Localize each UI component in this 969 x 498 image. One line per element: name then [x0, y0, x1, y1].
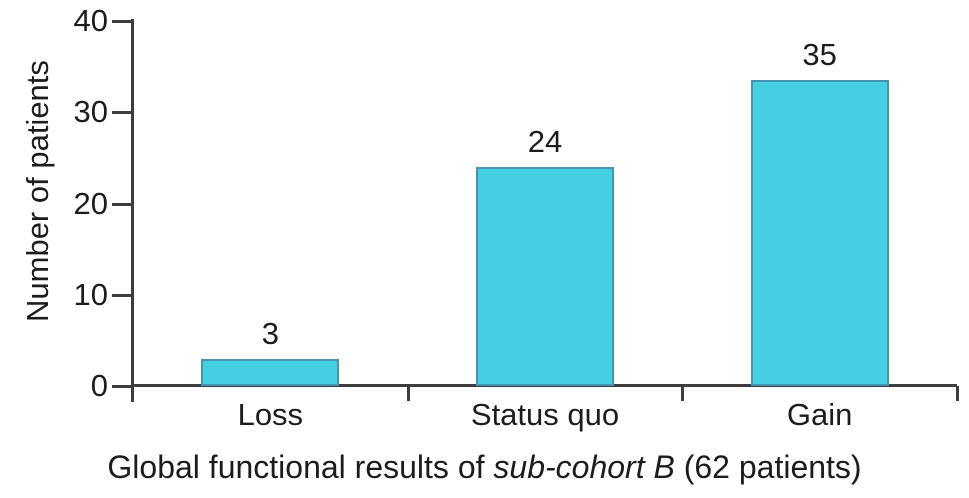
y-tick	[112, 111, 132, 115]
x-category-label: Loss	[237, 397, 304, 432]
x-tick	[406, 386, 410, 401]
x-axis-title-italic: sub-cohort B	[493, 449, 675, 485]
y-tick-label: 40	[73, 3, 108, 38]
y-tick-label: 10	[73, 276, 108, 312]
bar	[750, 80, 889, 386]
bar-value-label: 24	[527, 124, 563, 159]
x-tick	[681, 386, 685, 401]
bar-value-label: 35	[802, 37, 837, 73]
y-axis-line	[131, 19, 134, 402]
y-tick	[112, 293, 132, 297]
x-axis-title-suffix: (62 patients)	[674, 449, 862, 485]
y-tick-label: 0	[90, 368, 108, 403]
y-tick	[112, 202, 132, 206]
x-axis-title: Global functional results of sub-cohort …	[0, 448, 969, 486]
y-tick	[112, 20, 132, 23]
x-category-label: Gain	[786, 397, 853, 432]
x-axis-title-prefix: Global functional results of	[107, 449, 494, 485]
x-category-label: Status quo	[470, 397, 620, 432]
y-tick-label: 20	[73, 185, 108, 221]
bar	[476, 167, 614, 386]
bar	[201, 358, 340, 386]
y-tick	[112, 385, 132, 388]
x-tick	[956, 386, 959, 401]
y-tick-label: 30	[73, 94, 108, 130]
bar-value-label: 3	[261, 315, 279, 351]
